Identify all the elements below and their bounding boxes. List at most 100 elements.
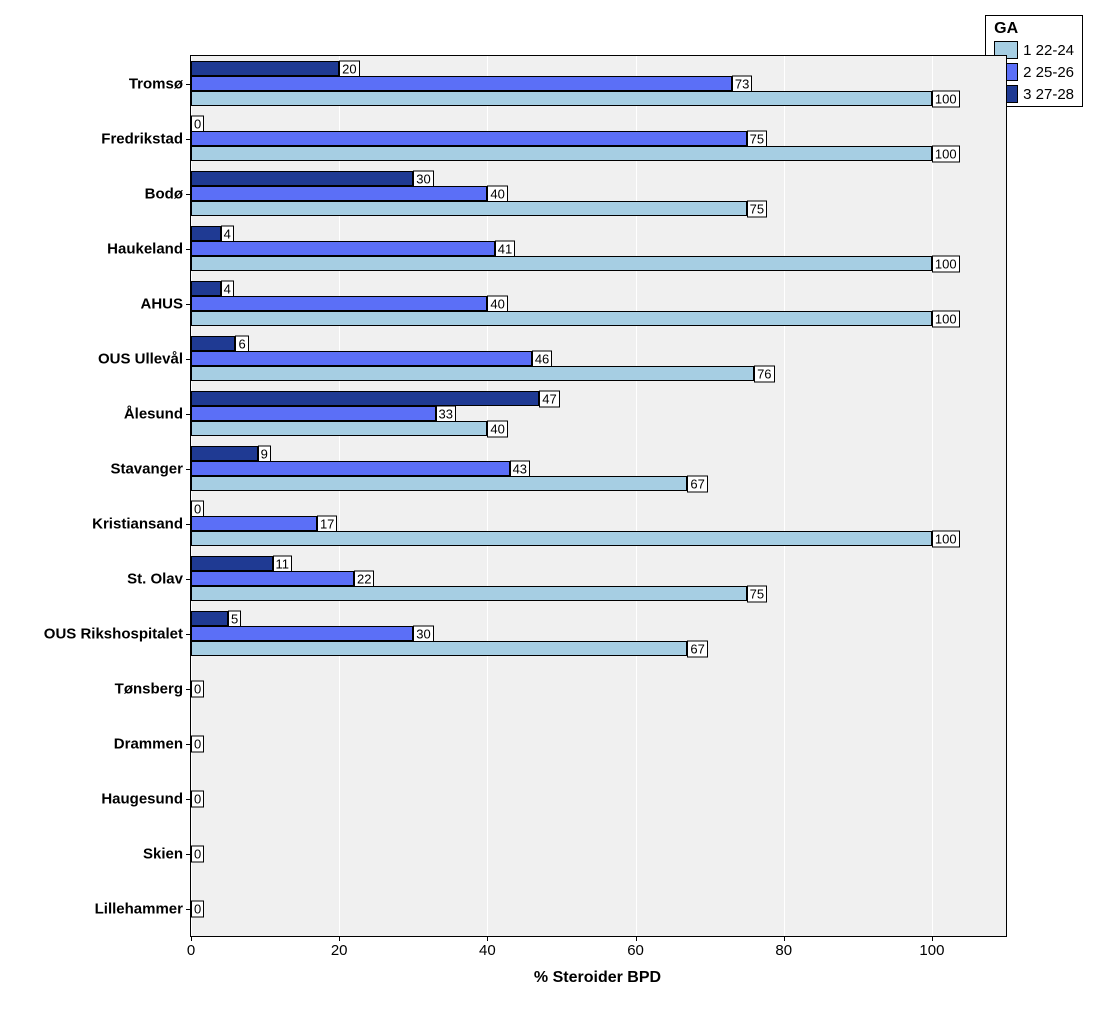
value-label: 100	[932, 530, 960, 547]
category-label: OUS Ullevål	[98, 350, 183, 367]
category-label: OUS Rikshospitalet	[44, 625, 183, 642]
legend-label-2: 2 25-26	[1023, 64, 1074, 81]
bar	[191, 311, 932, 326]
bar	[191, 61, 339, 76]
x-tick-label: 20	[331, 942, 348, 959]
bar	[191, 391, 539, 406]
value-label: 9	[258, 445, 271, 462]
category-label: St. Olav	[127, 570, 183, 587]
bar	[191, 131, 747, 146]
x-tick-label: 0	[187, 942, 195, 959]
category-label: Skien	[143, 845, 183, 862]
value-label: 0	[191, 680, 204, 697]
value-label: 4	[221, 225, 234, 242]
value-label: 4	[221, 280, 234, 297]
bar	[191, 446, 258, 461]
category-label: AHUS	[140, 295, 183, 312]
value-label: 75	[747, 585, 767, 602]
value-label: 100	[932, 310, 960, 327]
value-label: 67	[687, 640, 707, 657]
gridline	[932, 56, 933, 936]
value-label: 0	[191, 115, 204, 132]
gridline	[784, 56, 785, 936]
value-label: 0	[191, 900, 204, 917]
bar	[191, 91, 932, 106]
x-tick	[339, 936, 340, 941]
bar	[191, 366, 754, 381]
value-label: 0	[191, 790, 204, 807]
x-tick	[636, 936, 637, 941]
value-label: 47	[539, 390, 559, 407]
x-tick	[191, 936, 192, 941]
value-label: 73	[732, 75, 752, 92]
bar	[191, 406, 436, 421]
category-label: Bodø	[145, 185, 183, 202]
value-label: 40	[487, 295, 507, 312]
bar	[191, 626, 413, 641]
bar	[191, 351, 532, 366]
bar	[191, 421, 487, 436]
bar	[191, 336, 235, 351]
bar	[191, 226, 221, 241]
value-label: 0	[191, 500, 204, 517]
category-label: Drammen	[114, 735, 183, 752]
bar	[191, 531, 932, 546]
category-label: Kristiansand	[92, 515, 183, 532]
bar	[191, 516, 317, 531]
value-label: 6	[235, 335, 248, 352]
bar	[191, 556, 273, 571]
category-label: Stavanger	[110, 460, 183, 477]
bar	[191, 296, 487, 311]
category-label: Ålesund	[124, 405, 183, 422]
x-tick	[784, 936, 785, 941]
value-label: 40	[487, 420, 507, 437]
value-label: 100	[932, 90, 960, 107]
bar	[191, 641, 687, 656]
value-label: 0	[191, 735, 204, 752]
value-label: 20	[339, 60, 359, 77]
category-label: Tromsø	[129, 75, 183, 92]
x-tick	[487, 936, 488, 941]
x-tick-label: 40	[479, 942, 496, 959]
category-label: Haugesund	[101, 790, 183, 807]
category-label: Haukeland	[107, 240, 183, 257]
bar	[191, 571, 354, 586]
bar	[191, 461, 510, 476]
bar	[191, 281, 221, 296]
value-label: 40	[487, 185, 507, 202]
x-tick-label: 60	[627, 942, 644, 959]
value-label: 41	[495, 240, 515, 257]
value-label: 17	[317, 515, 337, 532]
value-label: 22	[354, 570, 374, 587]
bar	[191, 146, 932, 161]
x-tick-label: 80	[775, 942, 792, 959]
bar	[191, 241, 495, 256]
value-label: 0	[191, 845, 204, 862]
bar	[191, 201, 747, 216]
value-label: 43	[510, 460, 530, 477]
bar	[191, 186, 487, 201]
value-label: 30	[413, 625, 433, 642]
value-label: 67	[687, 475, 707, 492]
category-label: Tønsberg	[115, 680, 183, 697]
x-tick-label: 100	[919, 942, 944, 959]
value-label: 75	[747, 130, 767, 147]
x-axis-title: % Steroider BPD	[534, 969, 661, 987]
x-tick	[932, 936, 933, 941]
legend-label-3: 3 27-28	[1023, 86, 1074, 103]
value-label: 46	[532, 350, 552, 367]
legend-title: GA	[986, 16, 1082, 40]
plot-area: 020406080100Tromsø2073100Fredrikstad0751…	[190, 55, 1007, 937]
bar	[191, 476, 687, 491]
value-label: 33	[436, 405, 456, 422]
value-label: 100	[932, 145, 960, 162]
bar	[191, 171, 413, 186]
bar	[191, 611, 228, 626]
bar	[191, 76, 732, 91]
chart-container: GA 1 22-24 2 25-26 3 27-28 020406080100T…	[15, 15, 1083, 1009]
legend-label-1: 1 22-24	[1023, 42, 1074, 59]
category-label: Lillehammer	[95, 900, 183, 917]
category-label: Fredrikstad	[101, 130, 183, 147]
value-label: 76	[754, 365, 774, 382]
value-label: 30	[413, 170, 433, 187]
